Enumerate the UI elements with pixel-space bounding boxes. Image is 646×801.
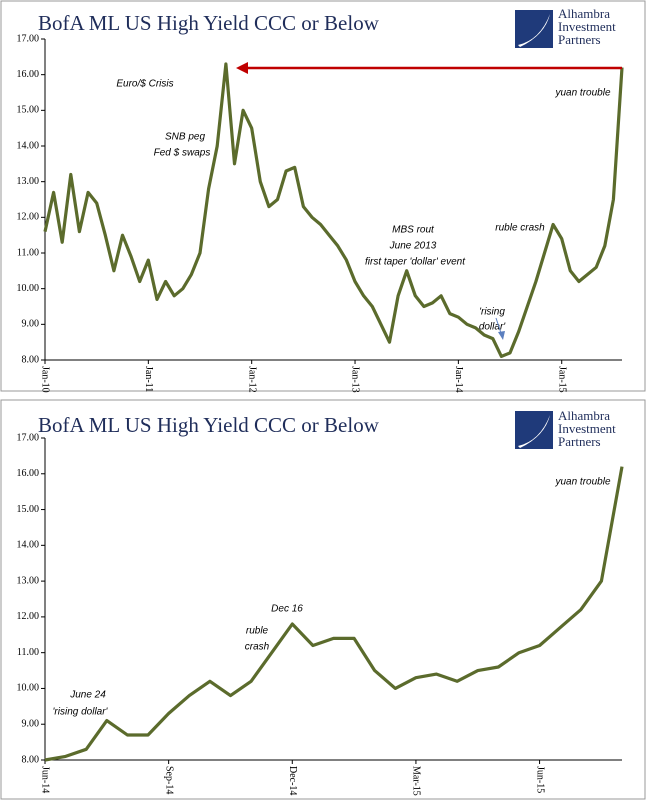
y-tick-label: 13.00 (17, 575, 40, 586)
logo-text: Partners (558, 32, 601, 47)
annotation: June 24 (69, 690, 106, 701)
x-tick-label: Jun-15 (534, 766, 545, 793)
chart-title: BofA ML US High Yield CCC or Below (38, 11, 380, 35)
y-tick-label: 14.00 (17, 540, 40, 551)
y-tick-label: 17.00 (17, 33, 40, 44)
y-tick-label: 12.00 (17, 212, 40, 223)
logo-text: Investment (558, 19, 616, 34)
annotation: first taper 'dollar' event (365, 257, 466, 268)
panel-border (0, 399, 646, 800)
y-tick-label: 16.00 (17, 468, 40, 479)
y-tick-label: 11.00 (17, 247, 39, 258)
annotation: yuan trouble (554, 88, 610, 99)
annotation: yuan trouble (554, 477, 610, 488)
annotation: ruble crash (495, 223, 545, 234)
y-tick-label: 10.00 (17, 283, 40, 294)
annotation: crash (245, 642, 270, 653)
annotation: ruble (246, 626, 269, 637)
x-tick-label: Jan-10 (40, 366, 51, 393)
arrow-head (236, 62, 248, 74)
y-tick-label: 15.00 (17, 504, 40, 515)
x-tick-label: Jan-13 (350, 366, 361, 393)
logo-text: Partners (558, 434, 601, 449)
x-tick-label: Dec-14 (287, 766, 298, 795)
annotation: Dec 16 (271, 604, 303, 615)
logo-text: Investment (558, 421, 616, 436)
logo-text: Alhambra (558, 408, 610, 423)
y-tick-label: 11.00 (17, 647, 39, 658)
logo-text: Alhambra (558, 6, 610, 21)
logo (515, 10, 553, 449)
x-tick-label: Jan-14 (453, 366, 464, 393)
logo-box (515, 10, 553, 48)
y-tick-label: 13.00 (17, 176, 40, 187)
x-tick-label: Jan-15 (556, 366, 567, 393)
x-tick-label: Jun-14 (40, 766, 51, 793)
arrow-head (498, 331, 505, 340)
x-tick-label: Jan-12 (246, 366, 257, 393)
chart-title: BofA ML US High Yield CCC or Below (38, 413, 380, 437)
x-tick-label: Mar-15 (411, 766, 422, 796)
x-tick-label: Jan-11 (143, 366, 154, 392)
annotation: dollar' (479, 322, 506, 333)
logo-box (515, 411, 553, 449)
panel-border (0, 0, 646, 392)
series-line (44, 466, 624, 762)
annotation: SNB peg (165, 132, 205, 143)
y-tick-label: 12.00 (17, 611, 40, 622)
y-tick-label: 10.00 (17, 683, 40, 694)
y-tick-label: 9.00 (22, 319, 40, 330)
annotation: MBS rout (392, 225, 435, 236)
annotation: 'rising dollar' (53, 707, 109, 718)
series-line (43, 62, 624, 358)
y-tick-label: 8.00 (22, 754, 40, 765)
y-tick-label: 15.00 (17, 105, 40, 116)
x-tick-label: Sep-14 (163, 766, 174, 794)
y-tick-label: 14.00 (17, 140, 40, 151)
y-tick-label: 9.00 (22, 719, 40, 730)
annotation: June 2013 (389, 241, 437, 252)
annotation: Euro/$ Crisis (116, 79, 173, 90)
y-tick-label: 16.00 (17, 69, 40, 80)
y-tick-label: 8.00 (22, 354, 40, 365)
annotation: Fed $ swaps (154, 148, 211, 159)
y-tick-label: 17.00 (17, 432, 40, 443)
annotation: 'rising (479, 307, 505, 318)
